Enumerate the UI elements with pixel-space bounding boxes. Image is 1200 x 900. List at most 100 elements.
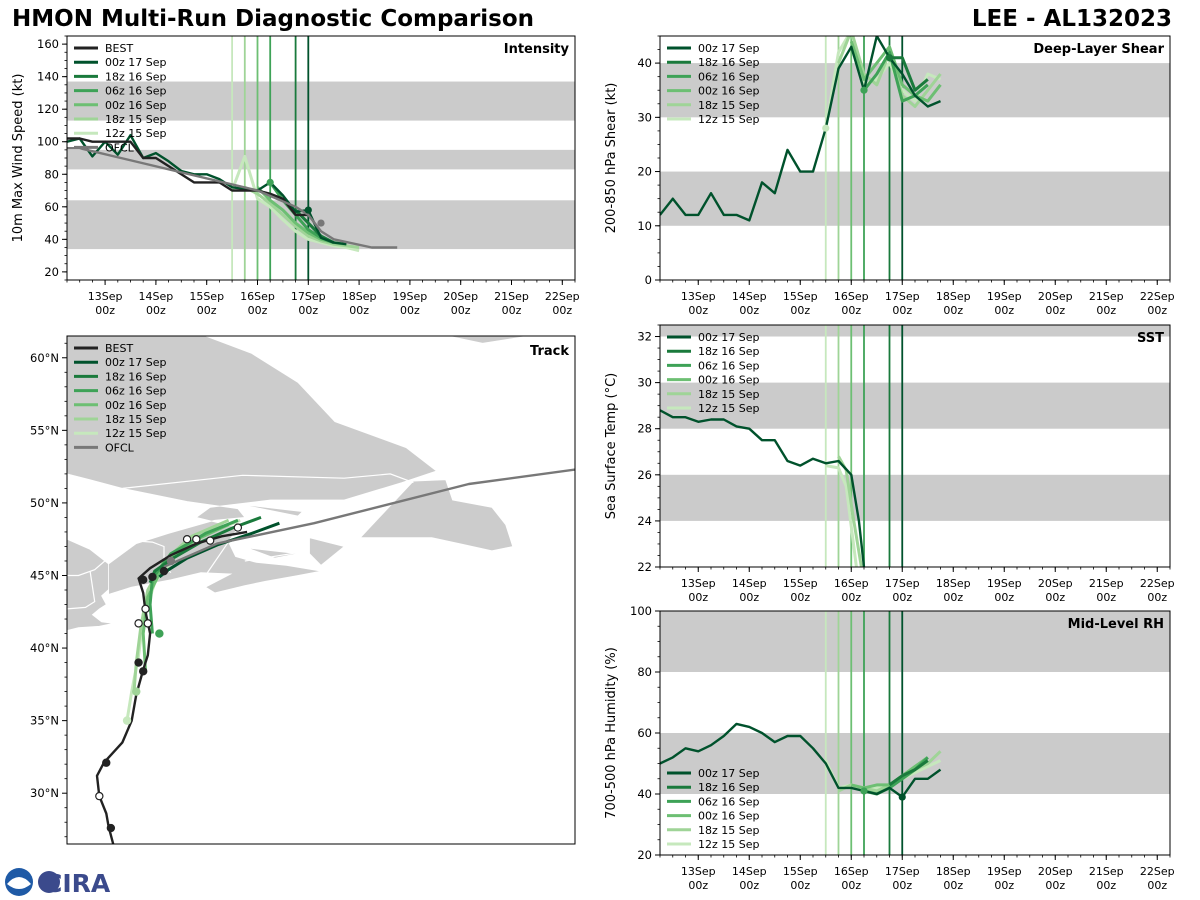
data-point-marker [860,86,868,94]
y-tick-label: 20 [637,848,652,862]
y-tick-label: 120 [37,102,59,116]
legend-label: 18z 16 Sep [698,781,760,794]
y-tick-label: 20 [44,265,59,279]
x-tick-label: 20Sep [1038,290,1073,303]
panel-title: Track [530,344,569,359]
x-tick-label: 19Sep [393,290,428,303]
y-tick-label: 30 [637,110,652,124]
track-position-marker [138,667,148,676]
track-position-marker [166,556,176,566]
series-line-00z-17-sep [67,133,347,246]
data-point-marker [822,124,830,132]
x-tick-label: 00z [739,591,759,604]
x-tick-label: 00z [502,304,522,317]
legend-label: 00z 16 Sep [105,99,167,112]
y-axis-label: 700-500 hPa Humidity (%) [604,647,619,819]
legend-label: 18z 16 Sep [698,56,760,69]
storm-identifier: LEE - AL132023 [971,6,1172,32]
threshold-band [660,474,1170,521]
x-tick-label: 21Sep [1089,865,1124,878]
intensity-plot-area [67,36,575,280]
x-tick-label: 00z [790,591,810,604]
x-tick-label: 19Sep [987,577,1022,590]
legend-label: 18z 16 Sep [698,345,760,358]
x-tick-label: 00z [349,304,369,317]
track-position-marker [122,716,132,725]
series-line-00z-17-sep [660,722,942,799]
x-tick-label: 00z [688,304,708,317]
land-mass [67,336,438,595]
legend-label: BEST [105,342,133,355]
x-tick-label: 00z [892,591,912,604]
legend-label: 00z 17 Sep [698,767,760,780]
x-tick-label: 17Sep [885,290,920,303]
threshold-band [660,733,1170,794]
intensity-chart: 2040608010012014016013Sep00z14Sep00z15Se… [11,35,580,317]
political-border [67,519,119,539]
x-tick-label: 00z [1045,591,1065,604]
track-position-marker [192,535,201,544]
threshold-band [660,325,1170,337]
x-tick-label: 00z [943,879,963,892]
x-tick-label: 00z [248,304,268,317]
x-tick-label: 16Sep [834,290,869,303]
series-line-06z-16-sep [862,50,929,103]
series-line-00z-17-sep [660,36,941,222]
legend-label: 18z 16 Sep [105,370,167,383]
sst-chart: 22242628303213Sep00z14Sep00z15Sep00z16Se… [604,324,1175,604]
y-tick-label: 40 [637,787,652,801]
x-tick-label: 00z [841,879,861,892]
x-tick-label: 00z [1096,591,1116,604]
track-line-ofcl [163,468,575,568]
y-tick-label: 26 [637,468,652,482]
y-tick-label: 28 [637,422,652,436]
legend-label: 18z 15 Sep [698,824,760,837]
data-point-marker [898,793,906,801]
x-tick-label: 00z [994,591,1014,604]
legend-label: 18z 15 Sep [698,99,760,112]
threshold-band [67,149,575,170]
panel-title: Deep-Layer Shear [1033,42,1164,57]
y-axis-label: Sea Surface Temp (°C) [604,373,619,520]
y-tick-label: 0 [645,273,652,287]
legend-label: 06z 16 Sep [698,795,760,808]
legend-label: 06z 16 Sep [105,385,167,398]
series-line-00z-17-sep [660,409,866,567]
threshold-band [67,81,575,121]
political-border [244,550,310,562]
legend-label: 00z 17 Sep [105,356,167,369]
y-tick-label: 22 [637,560,652,574]
y-tick-label: 30 [637,376,652,390]
lat-tick-label: 45°N [30,568,59,582]
x-tick-label: 00z [994,304,1014,317]
y-tick-label: 40 [637,56,652,70]
x-tick-label: 00z [841,591,861,604]
x-tick-label: 16Sep [834,577,869,590]
x-tick-label: 18Sep [936,577,971,590]
series-line-18z-15-sep [244,185,360,249]
lat-tick-label: 30°N [30,786,59,800]
x-tick-label: 22Sep [1140,577,1175,590]
x-tick-label: 17Sep [885,577,920,590]
track-position-marker [155,629,164,638]
x-tick-label: 21Sep [494,290,529,303]
x-tick-label: 22Sep [1140,290,1175,303]
legend-label: 12z 15 Sep [105,127,167,140]
x-tick-label: 14Sep [732,290,767,303]
x-tick-label: 17Sep [885,865,920,878]
x-tick-label: 14Sep [732,577,767,590]
track-position-marker [102,758,111,767]
track-position-marker [95,791,104,801]
x-tick-label: 16Sep [240,290,275,303]
x-tick-label: 00z [1147,879,1167,892]
y-tick-label: 20 [637,165,652,179]
legend-label: 12z 15 Sep [105,427,167,440]
y-tick-label: 10 [637,219,652,233]
x-tick-label: 00z [451,304,471,317]
panel-title: SST [1137,331,1164,346]
x-tick-label: 00z [892,879,912,892]
x-tick-label: 17Sep [291,290,326,303]
x-tick-label: 00z [739,304,759,317]
data-point-marker [304,206,312,214]
